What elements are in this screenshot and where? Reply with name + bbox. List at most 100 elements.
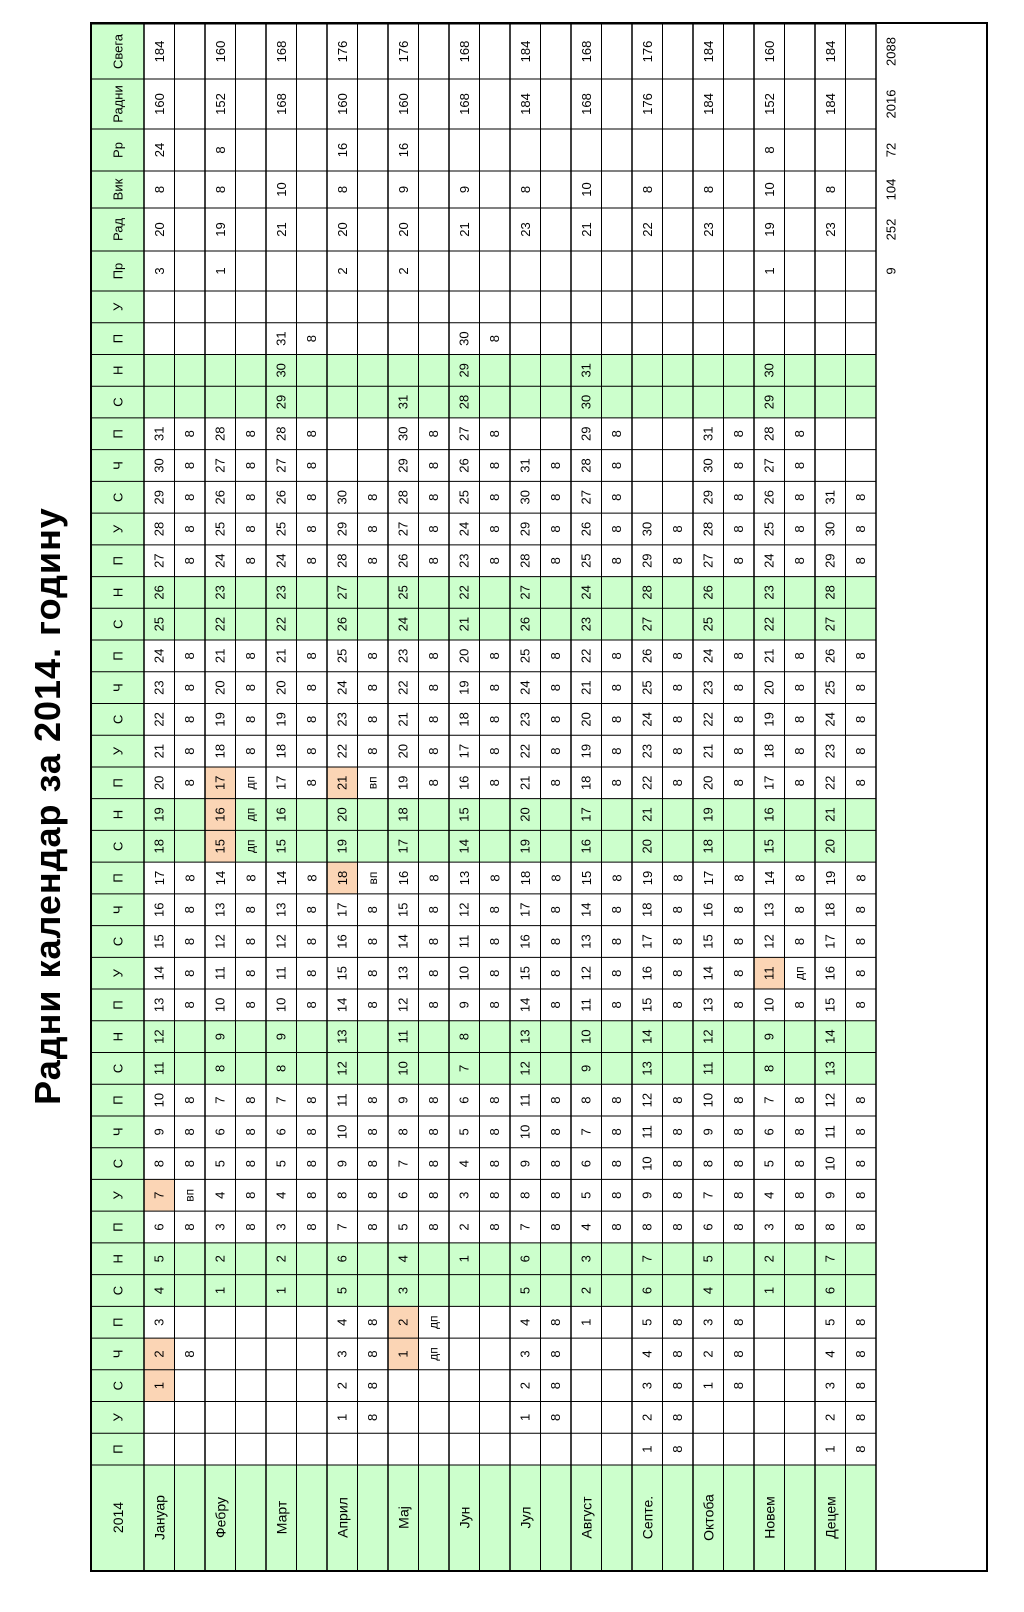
hours-value: 8 bbox=[243, 1128, 258, 1135]
weekday-header: У bbox=[111, 1190, 126, 1199]
hours-value: 8 bbox=[426, 684, 441, 691]
day-number: 31 bbox=[579, 363, 594, 377]
summary-header: Свега bbox=[111, 33, 126, 69]
hours-value: 8 bbox=[365, 494, 380, 501]
hours-value: 8 bbox=[731, 747, 746, 754]
hours-value: 8 bbox=[853, 906, 868, 913]
weekday-header: У bbox=[111, 746, 126, 755]
holiday-cell bbox=[205, 830, 236, 863]
day-number: 10 bbox=[823, 1156, 838, 1170]
hours-value: 8 bbox=[731, 462, 746, 469]
hours-value: 8 bbox=[243, 970, 258, 977]
weekday-header: П bbox=[111, 334, 126, 343]
summary-value: 160 bbox=[152, 93, 167, 115]
day-number: 23 bbox=[335, 712, 350, 726]
day-number: 18 bbox=[213, 744, 228, 758]
day-number: 21 bbox=[640, 807, 655, 821]
day-number: 22 bbox=[152, 712, 167, 726]
day-number: 26 bbox=[701, 585, 716, 599]
hours-value: 8 bbox=[609, 525, 624, 532]
summary-value: 168 bbox=[274, 93, 289, 115]
day-number: 18 bbox=[335, 871, 350, 885]
day-number: 23 bbox=[152, 680, 167, 694]
day-number: 12 bbox=[640, 1093, 655, 1107]
day-number: 19 bbox=[640, 871, 655, 885]
weekday-header: П bbox=[111, 1318, 126, 1327]
day-number: 27 bbox=[457, 427, 472, 441]
day-number: 26 bbox=[213, 490, 228, 504]
day-number: 5 bbox=[518, 1287, 533, 1294]
hours-value: 8 bbox=[548, 970, 563, 977]
hours-value: 8 bbox=[304, 1223, 319, 1230]
summary-value: 176 bbox=[396, 41, 411, 63]
hours-value: 8 bbox=[426, 1223, 441, 1230]
summary-value: 21 bbox=[579, 222, 594, 236]
weekday-header: Ч bbox=[111, 1128, 126, 1137]
summary-value: 184 bbox=[518, 41, 533, 63]
holiday-cell bbox=[388, 1338, 419, 1370]
hours-value: 8 bbox=[243, 747, 258, 754]
summary-value: 8 bbox=[152, 186, 167, 193]
day-number: 13 bbox=[457, 871, 472, 885]
day-number: 8 bbox=[335, 1192, 350, 1199]
day-number: 10 bbox=[579, 1029, 594, 1043]
hours-value: 8 bbox=[609, 684, 624, 691]
day-number: 25 bbox=[274, 522, 289, 536]
day-number: 27 bbox=[518, 585, 533, 599]
weekday-header: Н bbox=[111, 1254, 126, 1263]
hours-value: 8 bbox=[792, 874, 807, 881]
day-number: 23 bbox=[274, 585, 289, 599]
day-number: 24 bbox=[518, 680, 533, 694]
day-number: 7 bbox=[152, 1192, 167, 1199]
hours-value: 8 bbox=[731, 1192, 746, 1199]
hours-value: 8 bbox=[670, 1001, 685, 1008]
hours-value: 8 bbox=[487, 779, 502, 786]
hours-value: дп bbox=[427, 1315, 441, 1329]
day-number: 21 bbox=[213, 649, 228, 663]
weekday-header: Н bbox=[111, 588, 126, 597]
hours-value: 8 bbox=[731, 1128, 746, 1135]
hours-value: 8 bbox=[365, 1350, 380, 1357]
day-number: 7 bbox=[823, 1255, 838, 1262]
hours-value: 8 bbox=[792, 462, 807, 469]
day-number: 13 bbox=[213, 902, 228, 916]
day-number: 16 bbox=[213, 807, 228, 821]
day-number: 18 bbox=[518, 871, 533, 885]
hours-value: 8 bbox=[792, 1223, 807, 1230]
day-number: 29 bbox=[701, 490, 716, 504]
hours-value: 8 bbox=[487, 716, 502, 723]
day-number: 31 bbox=[701, 427, 716, 441]
summary-value: 20 bbox=[396, 222, 411, 236]
day-number: 21 bbox=[579, 680, 594, 694]
day-number: 24 bbox=[335, 680, 350, 694]
day-number: 21 bbox=[518, 776, 533, 790]
day-number: 13 bbox=[335, 1029, 350, 1043]
month-name: Јул bbox=[517, 1507, 533, 1529]
hours-value: 8 bbox=[731, 430, 746, 437]
hours-value: 8 bbox=[426, 779, 441, 786]
day-number: 29 bbox=[274, 395, 289, 409]
day-number: 13 bbox=[640, 1061, 655, 1075]
year-label: 2014 bbox=[110, 1502, 126, 1533]
hours-value: 8 bbox=[426, 938, 441, 945]
header-band bbox=[92, 24, 144, 1570]
day-number: 4 bbox=[396, 1255, 411, 1262]
hours-value: 8 bbox=[426, 1096, 441, 1103]
summary-value: 23 bbox=[518, 222, 533, 236]
day-number: 18 bbox=[396, 807, 411, 821]
day-number: 22 bbox=[579, 649, 594, 663]
day-number: 17 bbox=[213, 776, 228, 790]
hours-value: 8 bbox=[182, 652, 197, 659]
hours-value: 8 bbox=[304, 1160, 319, 1167]
day-number: 15 bbox=[396, 902, 411, 916]
day-number: 17 bbox=[518, 902, 533, 916]
hours-value: дп bbox=[244, 776, 258, 790]
day-number: 26 bbox=[152, 585, 167, 599]
day-number: 27 bbox=[701, 553, 716, 567]
month-name: Фебру bbox=[212, 1497, 228, 1538]
day-number: 19 bbox=[762, 712, 777, 726]
month-name: Јун bbox=[456, 1507, 472, 1529]
hours-value: 8 bbox=[853, 652, 868, 659]
day-number: 20 bbox=[457, 649, 472, 663]
hours-value: 8 bbox=[243, 716, 258, 723]
